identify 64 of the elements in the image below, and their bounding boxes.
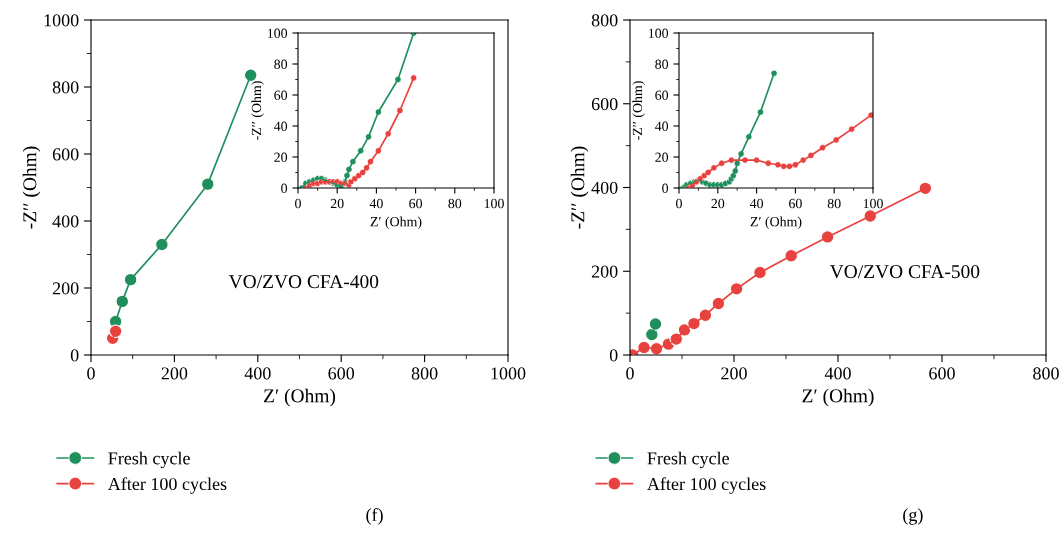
x-tick-label: 200: [721, 367, 747, 380]
x-tick-label: 80: [448, 198, 462, 209]
legend-label: After 100 cycles: [107, 477, 227, 494]
y-tick-label: 800: [591, 14, 618, 27]
x-tick-label: 60: [409, 198, 423, 209]
y-tick-label: 40: [654, 121, 669, 131]
y-tick-label: 60: [655, 90, 669, 100]
y-tick-label: 40: [273, 121, 288, 131]
y-tick-label: 600: [591, 98, 618, 111]
legend-label: After 100 cycles: [647, 477, 766, 494]
x-tick-label: 200: [161, 367, 188, 380]
annotation: VO/ZVO CFA-400: [228, 275, 379, 289]
y-tick-label: 20: [655, 152, 669, 162]
x-axis-title: Z′ (Ohm): [802, 388, 874, 407]
x-tick-label: 400: [824, 367, 851, 380]
x-tick-label: 600: [929, 367, 955, 380]
x-tick-label: 40: [749, 198, 764, 209]
y-axis-title: -Z′′ (Ohm): [22, 146, 41, 229]
x-tick-label: 600: [328, 367, 355, 380]
y-tick-label: 100: [267, 28, 288, 38]
y-tick-label: 60: [274, 90, 288, 100]
x-axis-title: Z′ (Ohm): [370, 216, 422, 230]
text: (f): [366, 508, 383, 525]
y-tick-label: 200: [591, 265, 618, 278]
y-axis-title: -Z′′ (Ohm): [251, 81, 264, 140]
y-axis-title: -Z′′ (Ohm): [570, 146, 589, 229]
x-tick-label: 40: [369, 198, 383, 209]
x-tick-label: 20: [711, 198, 725, 209]
x-tick-label: 60: [789, 198, 802, 209]
y-tick-label: 0: [70, 349, 79, 362]
point: [108, 324, 123, 339]
y-tick-label: 200: [52, 282, 79, 295]
legend-label: Fresh cycle: [108, 451, 190, 469]
y-tick-label: 0: [609, 349, 618, 362]
point: [243, 68, 258, 83]
y-tick-label: 400: [591, 181, 618, 194]
y-tick-label: 0: [662, 183, 669, 193]
x-tick-label: 800: [411, 367, 438, 380]
y-axis-title: -Z′′ (Ohm): [632, 81, 645, 140]
x-tick-label: 0: [295, 198, 301, 209]
y-tick-label: 100: [648, 28, 669, 38]
annotation: VO/ZVO CFA-500: [829, 265, 980, 279]
y-tick-label: 600: [52, 148, 79, 161]
x-tick-label: 100: [484, 198, 504, 209]
text: (g): [903, 508, 923, 525]
y-tick-label: 80: [655, 59, 669, 69]
x-tick-label: 800: [1033, 367, 1059, 380]
legend-label: Fresh cycle: [647, 451, 729, 469]
y-tick-label: 400: [52, 215, 79, 228]
x-tick-label: 1000: [491, 367, 526, 380]
x-axis-title: Z′ (Ohm): [750, 216, 802, 230]
x-tick-label: 0: [87, 367, 95, 380]
y-tick-label: 1000: [44, 14, 79, 27]
x-tick-label: 0: [676, 198, 682, 209]
x-tick-label: 0: [626, 367, 634, 380]
y-tick-label: 20: [274, 152, 288, 162]
x-tick-label: 400: [244, 367, 271, 380]
x-tick-label: 80: [827, 198, 841, 209]
x-axis-title: Z′ (Ohm): [264, 388, 336, 407]
y-tick-label: 800: [52, 81, 79, 94]
y-tick-label: 0: [281, 183, 288, 193]
x-tick-label: 100: [863, 198, 883, 209]
x-tick-label: 20: [330, 198, 344, 209]
y-tick-label: 80: [274, 59, 288, 69]
